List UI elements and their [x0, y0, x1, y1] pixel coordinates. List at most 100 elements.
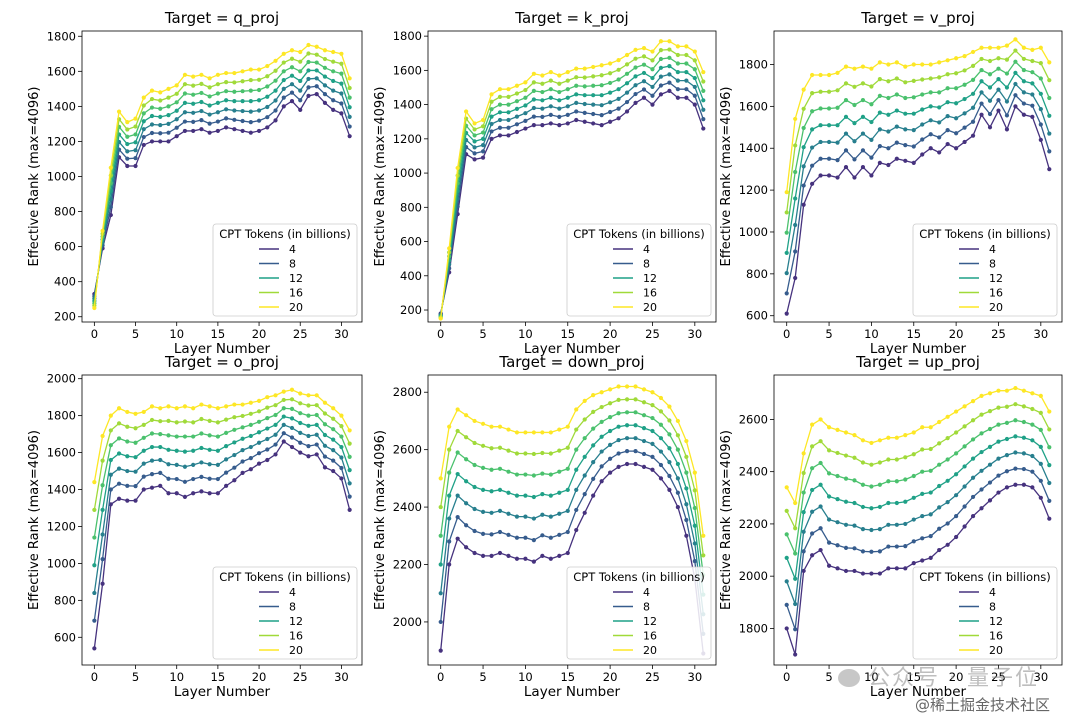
- data-point: [860, 114, 866, 119]
- data-point: [650, 102, 655, 107]
- data-point: [667, 55, 672, 60]
- data-point: [599, 73, 604, 78]
- data-point: [920, 491, 925, 496]
- data-point: [497, 110, 503, 115]
- data-point: [438, 562, 443, 567]
- data-point: [675, 418, 680, 424]
- data-point: [675, 447, 680, 452]
- data-point: [565, 87, 570, 92]
- data-point: [322, 422, 328, 427]
- data-point: [314, 432, 319, 437]
- data-point: [289, 90, 295, 95]
- data-point: [506, 490, 511, 495]
- data-point: [149, 88, 155, 93]
- data-point: [306, 423, 311, 428]
- data-point: [289, 416, 295, 421]
- data-point: [970, 63, 976, 68]
- data-point: [472, 418, 477, 424]
- data-point: [506, 133, 511, 138]
- data-point: [979, 449, 984, 455]
- data-point: [894, 435, 899, 440]
- data-point: [557, 532, 562, 537]
- data-point: [574, 427, 579, 432]
- data-point: [158, 406, 163, 411]
- data-point: [265, 84, 270, 89]
- data-point: [215, 406, 220, 411]
- data-point: [954, 56, 959, 61]
- series-7: [438, 384, 706, 538]
- y-tick-label: 1400: [393, 98, 422, 112]
- data-point: [331, 78, 336, 84]
- data-point: [954, 71, 959, 76]
- legend-entry: 8: [289, 258, 296, 271]
- data-point: [843, 64, 849, 69]
- data-point: [514, 514, 520, 519]
- data-point: [945, 58, 950, 63]
- data-point: [1021, 101, 1026, 106]
- data-point: [506, 110, 511, 115]
- y-tick-label: 600: [746, 309, 768, 323]
- data-point: [489, 92, 494, 97]
- data-point: [191, 101, 196, 106]
- data-point: [281, 406, 286, 411]
- data-point: [667, 404, 672, 409]
- data-point: [1038, 137, 1043, 142]
- data-point: [937, 526, 942, 531]
- data-point: [506, 532, 511, 537]
- data-point: [339, 91, 344, 96]
- data-point: [818, 139, 823, 145]
- data-point: [347, 468, 352, 473]
- data-point: [793, 143, 798, 148]
- data-point: [591, 493, 596, 498]
- data-point: [979, 90, 984, 95]
- data-point: [1030, 81, 1035, 86]
- data-point: [793, 576, 798, 581]
- data-point: [557, 448, 562, 453]
- data-point: [1038, 461, 1043, 466]
- data-point: [810, 466, 815, 471]
- data-point: [860, 438, 866, 443]
- data-point: [548, 493, 553, 498]
- data-point: [540, 114, 545, 119]
- data-point: [182, 91, 188, 96]
- data-point: [608, 71, 613, 76]
- data-point: [191, 476, 196, 482]
- data-point: [996, 87, 1001, 92]
- data-point: [954, 131, 959, 136]
- data-point: [438, 648, 443, 653]
- data-point: [199, 108, 204, 114]
- data-point: [108, 457, 113, 463]
- data-point: [684, 52, 689, 58]
- data-point: [801, 202, 806, 207]
- data-point: [793, 275, 798, 281]
- data-point: [650, 58, 655, 63]
- data-point: [265, 104, 270, 110]
- data-point: [273, 88, 278, 93]
- data-point: [877, 504, 882, 510]
- data-point: [347, 95, 352, 100]
- data-point: [574, 527, 579, 533]
- data-point: [480, 143, 486, 148]
- data-point: [1013, 482, 1018, 487]
- data-point: [158, 483, 163, 488]
- data-point: [207, 103, 212, 108]
- data-point: [455, 165, 460, 171]
- data-point: [256, 87, 262, 93]
- data-point: [182, 128, 188, 134]
- legend-entry: 16: [643, 287, 657, 300]
- y-tick-label: 600: [400, 235, 422, 249]
- data-point: [675, 476, 680, 481]
- data-point: [987, 462, 993, 467]
- data-point: [667, 446, 672, 451]
- data-point: [1030, 485, 1035, 490]
- data-point: [835, 158, 840, 163]
- data-point: [877, 110, 882, 115]
- data-point: [1004, 85, 1010, 90]
- data-point: [624, 90, 630, 95]
- series-line: [786, 403, 1050, 531]
- data-point: [331, 69, 336, 74]
- data-point: [166, 139, 171, 144]
- data-point: [298, 49, 303, 55]
- data-point: [548, 69, 553, 75]
